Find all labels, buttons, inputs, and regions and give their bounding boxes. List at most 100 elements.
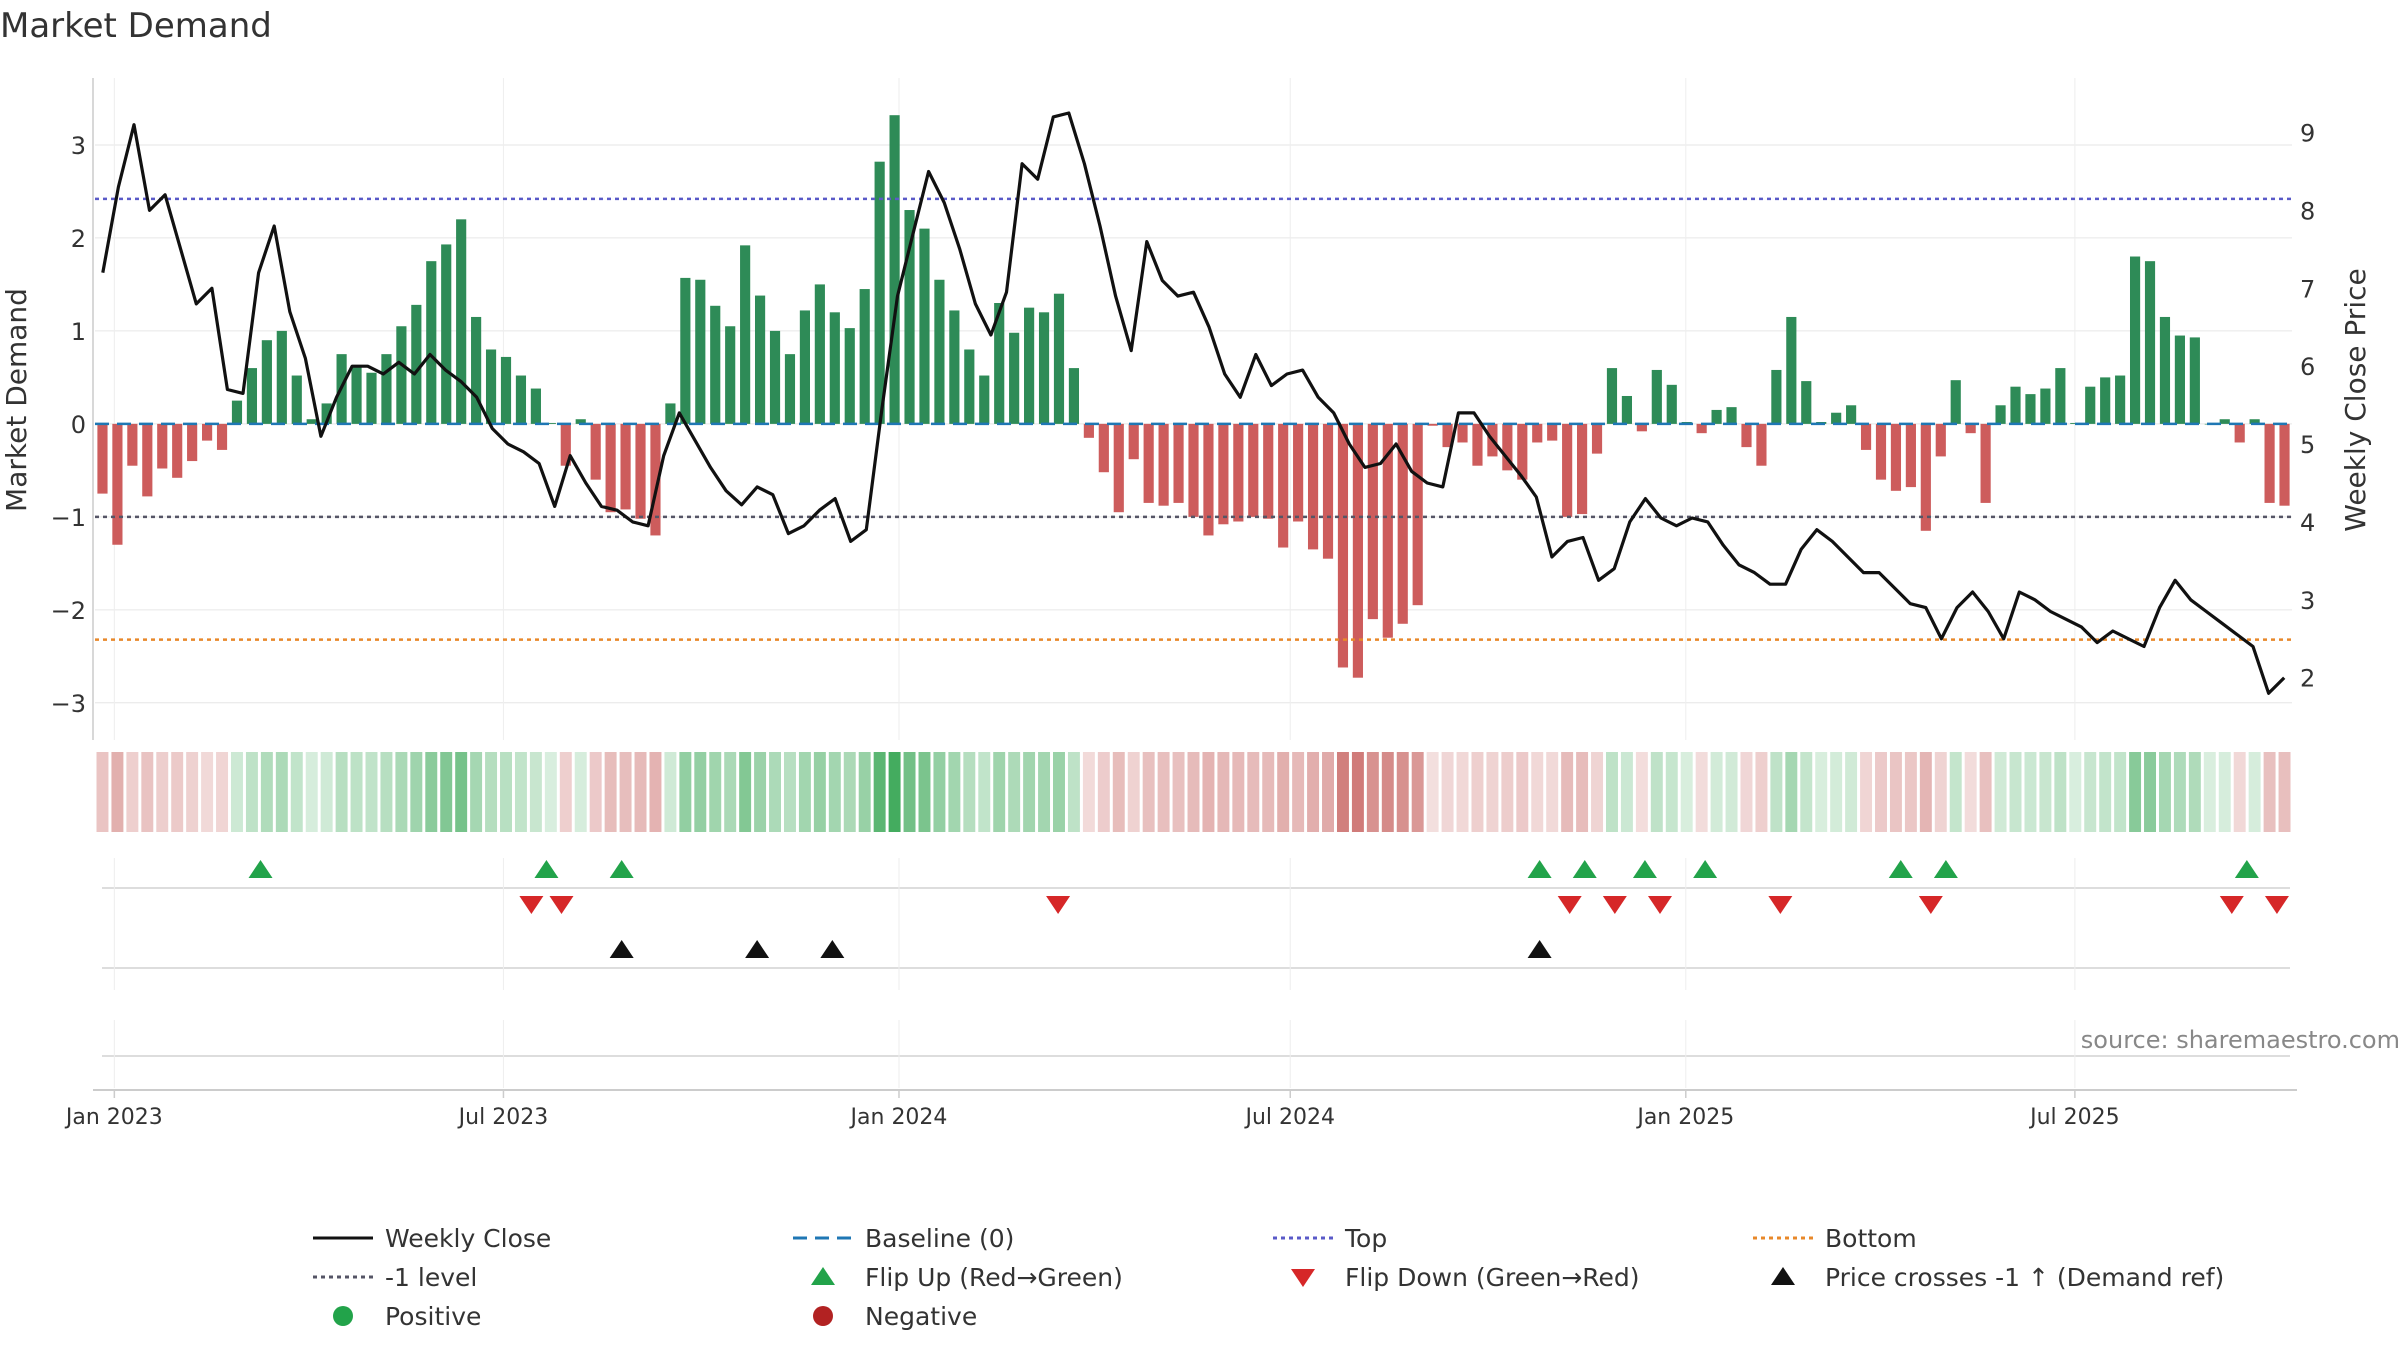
heat-cell bbox=[2144, 752, 2156, 832]
demand-bar bbox=[665, 403, 676, 424]
axes: Market Demand Weekly Close Price bbox=[0, 268, 2372, 531]
heat-cell bbox=[1710, 752, 1723, 832]
heat-cell bbox=[380, 752, 393, 832]
demand-bar bbox=[351, 366, 362, 424]
heat-cell bbox=[1008, 752, 1021, 832]
heat-cell bbox=[1157, 752, 1170, 832]
heat-cell bbox=[1561, 752, 1574, 832]
heat-cell bbox=[918, 752, 931, 832]
heat-cell bbox=[1815, 752, 1828, 832]
demand-bar bbox=[859, 289, 870, 424]
y2-axis-ticks: 9 8 7 6 5 4 3 2 bbox=[2300, 120, 2315, 693]
demand-bar bbox=[2249, 419, 2260, 424]
heat-cell bbox=[514, 752, 527, 832]
heat-cell bbox=[1860, 752, 1873, 832]
demand-bar bbox=[1412, 423, 1423, 606]
demand-bar bbox=[1562, 423, 1573, 517]
legend-swatch bbox=[1291, 1269, 1315, 1287]
heat-cell bbox=[2218, 752, 2231, 832]
heat-cell bbox=[245, 752, 258, 832]
heat-cell bbox=[2188, 752, 2201, 832]
demand-bar bbox=[127, 423, 138, 466]
legend-item: Weekly Close bbox=[313, 1224, 551, 1253]
demand-bar bbox=[157, 423, 168, 469]
demand-bar bbox=[172, 423, 183, 478]
demand-bar bbox=[1980, 423, 1991, 503]
legend-label: Bottom bbox=[1825, 1224, 1917, 1253]
flip-down-marker bbox=[1557, 896, 1582, 914]
demand-bar bbox=[2055, 368, 2066, 424]
heat-cell bbox=[1381, 752, 1394, 832]
heat-cell bbox=[1665, 752, 1678, 832]
heat-cell bbox=[1964, 752, 1977, 832]
heat-cell bbox=[2084, 752, 2097, 832]
heat-cell bbox=[1351, 752, 1364, 832]
demand-bar bbox=[1068, 368, 1080, 424]
legend-label: Baseline (0) bbox=[865, 1224, 1014, 1253]
demand-bar bbox=[1920, 423, 1931, 531]
legend-item: Positive bbox=[333, 1302, 481, 1331]
heat-cell bbox=[529, 752, 542, 832]
legend-item: Top bbox=[1273, 1224, 1387, 1253]
heat-cell bbox=[1486, 752, 1499, 832]
heat-cell bbox=[1934, 752, 1947, 832]
heat-cell bbox=[1277, 752, 1290, 832]
flip-up-marker bbox=[248, 860, 273, 878]
heat-cell bbox=[1307, 752, 1320, 832]
heat-cell bbox=[559, 752, 572, 832]
demand-bar bbox=[2144, 261, 2156, 424]
demand-bar bbox=[605, 423, 616, 513]
demand-bar bbox=[814, 284, 825, 424]
signal-marker-lanes bbox=[93, 858, 2297, 1091]
demand-bar bbox=[381, 354, 392, 424]
heat-cell bbox=[1471, 752, 1484, 832]
demand-bar bbox=[919, 228, 930, 424]
legend: Weekly Close Baseline (0) Top Bottom -1 leve… bbox=[313, 1224, 2224, 1331]
heat-cell bbox=[305, 752, 318, 832]
demand-bar bbox=[1442, 423, 1453, 448]
heat-cell bbox=[769, 752, 782, 832]
weekly-close-line bbox=[101, 111, 2286, 695]
x-tick-label: Jan 2024 bbox=[849, 1105, 948, 1130]
flip-down-marker bbox=[519, 896, 544, 914]
y2-tick-label: 3 bbox=[2300, 587, 2315, 615]
heat-cell bbox=[410, 752, 423, 832]
legend-label: Top bbox=[1344, 1224, 1387, 1253]
demand-bar bbox=[1696, 423, 1707, 434]
demand-bar bbox=[2189, 337, 2200, 424]
heat-cell bbox=[604, 752, 617, 832]
heat-cell bbox=[2114, 752, 2127, 832]
heat-cell bbox=[1187, 752, 1200, 832]
demand-bar bbox=[590, 423, 601, 480]
demand-bar bbox=[2115, 375, 2126, 424]
heat-cell bbox=[2278, 752, 2291, 832]
demand-bar bbox=[844, 328, 855, 424]
y-tick-label: −1 bbox=[51, 504, 86, 532]
demand-bar bbox=[1024, 307, 1035, 424]
heat-cell bbox=[1531, 752, 1544, 832]
heat-cell bbox=[2009, 752, 2022, 832]
heat-cell bbox=[1755, 752, 1768, 832]
heat-cell bbox=[1889, 752, 1902, 832]
heat-cell bbox=[1516, 752, 1529, 832]
heat-cell bbox=[1067, 752, 1080, 832]
demand-bar bbox=[515, 375, 527, 424]
flip-up-marker bbox=[1527, 860, 1552, 878]
price-cross-marker bbox=[820, 940, 845, 958]
demand-bar bbox=[1905, 423, 1916, 488]
heat-cell bbox=[1441, 752, 1454, 832]
heat-cell bbox=[2099, 752, 2112, 832]
demand-bar bbox=[1233, 423, 1244, 522]
heat-cell bbox=[1456, 752, 1469, 832]
heat-cell bbox=[1680, 752, 1693, 832]
demand-bar bbox=[1965, 423, 1976, 434]
demand-bar bbox=[710, 305, 721, 424]
heat-cell bbox=[1322, 752, 1334, 832]
demand-bar bbox=[1337, 423, 1349, 668]
demand-bar bbox=[1711, 409, 1722, 424]
demand-bar bbox=[2279, 423, 2290, 506]
demand-bar bbox=[1397, 423, 1408, 624]
y2-tick-label: 5 bbox=[2300, 431, 2315, 459]
x-tick-label: Jan 2025 bbox=[1635, 1105, 1734, 1130]
demand-bar bbox=[1203, 423, 1214, 536]
